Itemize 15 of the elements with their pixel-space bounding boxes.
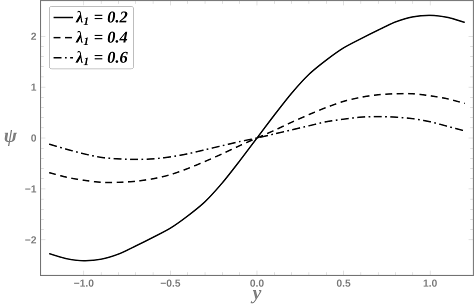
y-axis-title: ψ — [4, 130, 18, 146]
x-tick-label: 0.0 — [250, 279, 264, 287]
y-tick-label: −1 — [25, 185, 36, 192]
y-tick-label: 1 — [31, 84, 36, 91]
x-tick-label: −1.0 — [74, 279, 94, 287]
legend-label: λ$_{1}$ = 0.2 — [76, 10, 128, 25]
y-tick-label: 2 — [31, 32, 36, 40]
y-tick-label: −2 — [25, 236, 36, 244]
x-tick-label: −0.5 — [160, 279, 180, 287]
x-tick-label: 1.0 — [424, 279, 437, 287]
x-axis-title: y — [250, 290, 262, 304]
legend-label: λ$_{1}$ = 0.4 — [76, 30, 128, 45]
legend-label: λ$_{1}$ = 0.6 — [76, 51, 128, 66]
x-tick-label: 0.5 — [336, 279, 350, 287]
y-tick-label: 0 — [31, 134, 36, 142]
